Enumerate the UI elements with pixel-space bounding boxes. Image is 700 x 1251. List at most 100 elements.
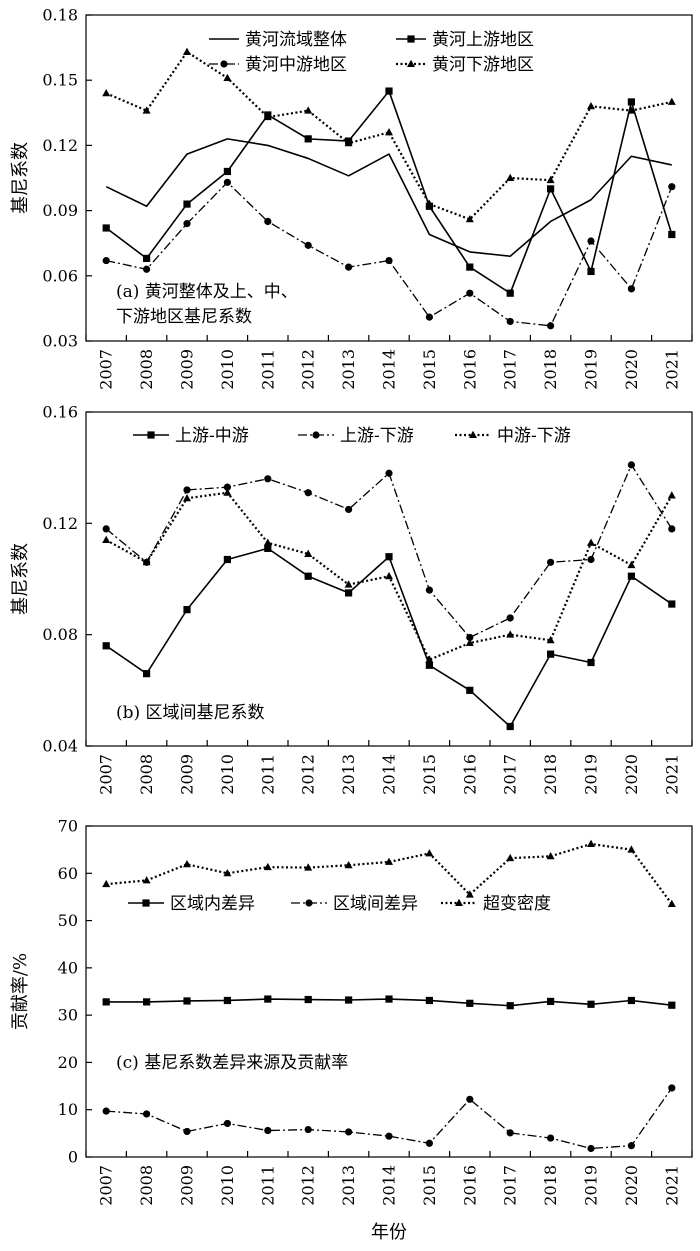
- x-tick-label: 2021: [662, 754, 681, 795]
- panel-b: 0.04 0.08 0.12 0.16 2007 2008 2009 2010 2011 2012…: [10, 403, 693, 795]
- plot-frame: [85, 14, 693, 342]
- data-point: [345, 589, 353, 597]
- data-point: [547, 558, 555, 566]
- data-point: [547, 650, 555, 658]
- data-point: [344, 580, 353, 588]
- data-point: [304, 1125, 312, 1134]
- data-point: [143, 1110, 151, 1118]
- data-point: [587, 267, 595, 276]
- data-point: [506, 317, 514, 326]
- data-point: [506, 853, 515, 862]
- panel-a: 0.03 0.06 0.09 0.12 0.15 0.18 2007 2008 2009 2010…: [10, 6, 693, 390]
- legend-marker: [305, 899, 313, 907]
- data-point: [304, 995, 312, 1004]
- data-point: [304, 549, 313, 557]
- data-point: [385, 857, 393, 865]
- x-tick-label: 2009: [178, 349, 197, 390]
- data-point: [668, 1084, 676, 1092]
- data-point: [627, 845, 636, 853]
- y-tick-label: 0.09: [42, 201, 78, 220]
- y-tick-label: 30: [58, 1006, 78, 1025]
- data-point: [668, 525, 676, 533]
- x-tick-label: 2019: [582, 754, 601, 795]
- x-tick-label: 2019: [582, 1165, 601, 1206]
- data-point: [102, 642, 110, 650]
- data-point: [142, 876, 151, 884]
- data-point: [587, 658, 595, 667]
- y-tick-label: 0.15: [42, 71, 78, 90]
- data-point: [506, 614, 514, 622]
- data-point: [304, 241, 312, 249]
- data-point: [143, 670, 151, 678]
- y-tick-label: 10: [58, 1100, 78, 1119]
- data-point: [465, 214, 474, 223]
- data-point: [506, 289, 514, 297]
- x-tick-label: 2021: [662, 1165, 681, 1206]
- data-point: [627, 106, 636, 114]
- legend-entry-2: 超变密度: [441, 894, 551, 914]
- legend-entry-0: 区域内差异: [128, 894, 255, 914]
- data-point: [547, 322, 555, 330]
- legend-marker: [407, 59, 415, 67]
- data-point: [183, 200, 191, 208]
- series-1: [102, 87, 676, 297]
- data-point: [143, 254, 151, 263]
- series-line: [106, 1087, 673, 1150]
- data-point: [183, 1127, 191, 1136]
- data-point: [223, 1119, 231, 1128]
- series-0: [102, 544, 676, 731]
- legend-label: 超变密度: [483, 894, 551, 914]
- data-point: [425, 313, 433, 321]
- series-1: [102, 1084, 676, 1153]
- data-point: [587, 1144, 595, 1153]
- data-point: [506, 1002, 514, 1010]
- x-tick-label: 2016: [460, 349, 479, 390]
- data-point: [627, 461, 636, 469]
- series-line: [106, 181, 673, 327]
- data-point: [263, 538, 272, 546]
- legend-label: 中游-下游: [497, 426, 571, 446]
- legend-entry-0: 黄河流域整体: [209, 30, 347, 50]
- x-tick-label: 2011: [258, 754, 277, 795]
- x-tick-label: 2013: [339, 1165, 358, 1206]
- data-point: [264, 1126, 272, 1135]
- legend-entry-2: 中游-下游: [455, 426, 571, 446]
- data-point: [143, 998, 151, 1006]
- series-line: [105, 138, 672, 258]
- data-point: [385, 469, 393, 477]
- data-point: [425, 849, 434, 857]
- x-tick-label: 2019: [582, 349, 601, 390]
- data-point: [385, 553, 393, 561]
- y-tick-label: 0.06: [42, 266, 78, 285]
- x-tick-label: 2020: [622, 754, 641, 795]
- data-point: [546, 635, 555, 644]
- data-point: [344, 860, 353, 869]
- data-point: [466, 1095, 474, 1103]
- y-tick-label: 20: [58, 1053, 78, 1072]
- y-axis-title: 基尼系数: [10, 142, 31, 214]
- data-point: [102, 879, 111, 888]
- data-point: [345, 996, 353, 1004]
- data-point: [627, 572, 635, 580]
- panel-annotation: (a) 黄河整体及上、中、: [116, 282, 298, 302]
- legend-label: 区域间差异: [333, 894, 418, 914]
- series-line: [105, 50, 673, 221]
- y-tick-label: 0.12: [42, 514, 78, 533]
- data-point: [263, 862, 272, 871]
- data-point: [546, 851, 555, 860]
- legend-label: 黄河下游地区: [432, 55, 534, 75]
- legend-marker: [142, 899, 150, 907]
- series-3: [102, 47, 676, 223]
- data-point: [102, 535, 111, 544]
- data-point: [304, 863, 313, 871]
- data-point: [223, 996, 231, 1005]
- data-point: [264, 544, 272, 552]
- data-point: [587, 538, 595, 546]
- y-tick-label: 40: [58, 958, 78, 977]
- data-point: [142, 106, 151, 114]
- y-tick-label: 60: [58, 864, 78, 883]
- x-tick-label: 2015: [420, 1165, 439, 1206]
- x-tick-label: 2020: [622, 1165, 641, 1206]
- data-point: [264, 217, 272, 226]
